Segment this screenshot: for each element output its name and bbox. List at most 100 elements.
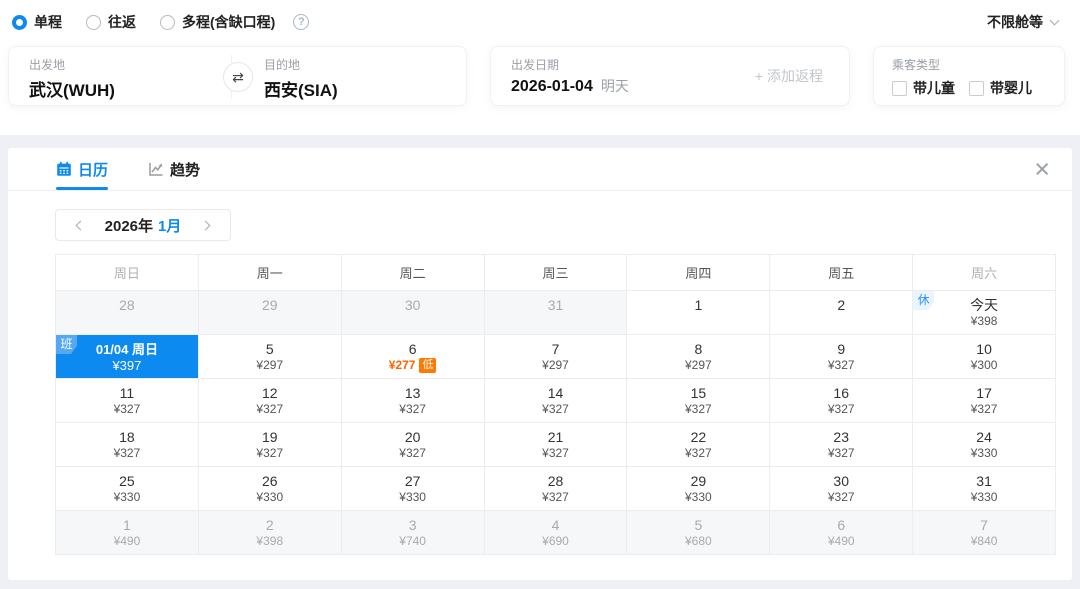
- prev-month-button[interactable]: [70, 218, 88, 233]
- day-number: 20: [404, 428, 421, 445]
- low-price-tag: 低: [419, 357, 437, 373]
- calendar-day-cell[interactable]: 20 ¥327: [341, 423, 485, 467]
- with-children-checkbox[interactable]: 带儿童: [892, 78, 955, 98]
- calendar-day-cell[interactable]: 23 ¥327: [770, 423, 914, 467]
- calendar-day-cell[interactable]: 休 今天 ¥398: [913, 291, 1056, 335]
- day-number: 31: [976, 472, 992, 489]
- day-number: 29: [261, 296, 278, 313]
- cabin-class-dropdown[interactable]: 不限舱等: [987, 12, 1060, 32]
- calendar-weekday-row: 周日 周一 周二 周三 周四 周五 周六: [56, 255, 1056, 291]
- with-children-label: 带儿童: [913, 80, 955, 96]
- day-price: ¥327: [399, 445, 426, 460]
- radio-unselected-icon: [86, 14, 101, 30]
- departure-date-value: 2026-01-04: [511, 78, 593, 95]
- calendar-day-cell[interactable]: 7 ¥297: [484, 335, 628, 379]
- day-number: 7: [980, 516, 988, 533]
- departure-label: 出发地: [29, 58, 66, 72]
- day-number: 1: [123, 516, 131, 533]
- calendar-day-cell[interactable]: 12 ¥327: [198, 379, 342, 423]
- departure-date-field[interactable]: 出发日期 2026-01-04 明天: [491, 47, 629, 105]
- calendar-day-cell[interactable]: 10 ¥300: [913, 335, 1056, 379]
- day-price: ¥327: [256, 445, 284, 460]
- day-number: 24: [976, 428, 992, 445]
- day-price: ¥398: [256, 533, 284, 548]
- calendar-day-cell[interactable]: 22 ¥327: [627, 423, 771, 467]
- day-number: 27: [404, 472, 421, 489]
- day-price: ¥327: [827, 489, 855, 504]
- calendar-day-cell[interactable]: 28: [56, 291, 199, 335]
- calendar-day-cell[interactable]: 4 ¥690: [484, 511, 628, 555]
- day-number: 31: [547, 296, 564, 313]
- calendar-day-cell[interactable]: 26 ¥330: [198, 467, 342, 511]
- calendar-day-cell[interactable]: 8 ¥297: [627, 335, 771, 379]
- radio-round-trip-label: 往返: [108, 14, 136, 30]
- tab-calendar[interactable]: 日历: [56, 148, 109, 190]
- day-price: ¥327: [827, 357, 855, 372]
- calendar-day-cell[interactable]: 29 ¥330: [627, 467, 771, 511]
- calendar-day-cell[interactable]: 9 ¥327: [770, 335, 914, 379]
- radio-one-way-label: 单程: [34, 14, 62, 30]
- day-price: ¥327: [399, 401, 426, 416]
- help-icon[interactable]: ?: [293, 14, 310, 30]
- calendar-day-cell[interactable]: 11 ¥327: [56, 379, 199, 423]
- date-card: 出发日期 2026-01-04 明天 + 添加返程: [490, 46, 850, 106]
- day-price: ¥277 低: [389, 357, 437, 373]
- calendar-day-cell[interactable]: 5 ¥297: [198, 335, 342, 379]
- calendar-day-cell[interactable]: 14 ¥327: [484, 379, 628, 423]
- calendar-day-cell[interactable]: 6 ¥490: [770, 511, 914, 555]
- checkbox-icon: [969, 80, 984, 96]
- calendar-day-cell[interactable]: 13 ¥327: [341, 379, 485, 423]
- calendar-day-cell[interactable]: 24 ¥330: [913, 423, 1056, 467]
- radio-round-trip[interactable]: 往返: [86, 12, 136, 32]
- radio-selected-icon: [12, 14, 27, 30]
- calendar-day-cell[interactable]: 2 ¥398: [198, 511, 342, 555]
- calendar-day-cell[interactable]: 25 ¥330: [56, 467, 199, 511]
- calendar-day-cell[interactable]: 7 ¥840: [913, 511, 1056, 555]
- calendar-day-cell[interactable]: 1 ¥490: [56, 511, 199, 555]
- tab-trend[interactable]: 趋势: [148, 148, 200, 190]
- radio-multi-city[interactable]: 多程(含缺口程): [160, 12, 275, 32]
- calendar-day-cell-selected[interactable]: 班 01/04 周日 ¥397: [56, 335, 199, 379]
- day-number: 28: [119, 296, 135, 313]
- calendar-day-cell[interactable]: 15 ¥327: [627, 379, 771, 423]
- calendar-day-cell[interactable]: 3 ¥740: [341, 511, 485, 555]
- day-price: ¥690: [542, 533, 569, 548]
- add-return-button[interactable]: + 添加返程: [754, 68, 823, 84]
- calendar-day-cell[interactable]: 5 ¥680: [627, 511, 771, 555]
- destination-field[interactable]: 目的地 西安(SIA): [232, 47, 466, 105]
- day-number: 6: [837, 516, 846, 533]
- calendar-day-cell[interactable]: 31 ¥330: [913, 467, 1056, 511]
- weekday-header: 周四: [627, 255, 771, 291]
- weekday-header: 周三: [484, 255, 628, 291]
- calendar-day-cell[interactable]: 29: [198, 291, 342, 335]
- results-area: 日历 趋势 × 2026年 1月: [0, 135, 1080, 589]
- day-price: ¥330: [113, 489, 141, 504]
- day-number: 3: [408, 516, 417, 533]
- day-price: ¥327: [542, 489, 569, 504]
- calendar-day-cell[interactable]: 18 ¥327: [56, 423, 199, 467]
- calendar-day-cell[interactable]: 2: [770, 291, 914, 335]
- calendar-day-cell[interactable]: 16 ¥327: [770, 379, 914, 423]
- next-month-button[interactable]: [198, 218, 216, 233]
- swap-cities-button[interactable]: ⇄: [223, 62, 253, 92]
- calendar-day-cell[interactable]: 6 ¥277 低: [341, 335, 485, 379]
- departure-date-label: 出发日期: [511, 58, 560, 72]
- with-infants-checkbox[interactable]: 带婴儿: [969, 78, 1032, 98]
- calendar-day-cell[interactable]: 28 ¥327: [484, 467, 628, 511]
- calendar-day-cell[interactable]: 17 ¥327: [913, 379, 1056, 423]
- calendar-day-cell[interactable]: 30: [341, 291, 485, 335]
- day-number: 1: [694, 296, 703, 313]
- calendar-day-cell[interactable]: 19 ¥327: [198, 423, 342, 467]
- departure-field[interactable]: 出发地 武汉(WUH): [9, 47, 231, 105]
- day-price: ¥327: [542, 445, 569, 460]
- with-infants-label: 带婴儿: [990, 80, 1032, 96]
- close-icon[interactable]: ×: [1034, 154, 1050, 184]
- radio-one-way[interactable]: 单程: [12, 12, 62, 32]
- calendar-day-cell[interactable]: 31: [484, 291, 628, 335]
- day-number: 17: [976, 384, 992, 401]
- price-calendar: 周日 周一 周二 周三 周四 周五 周六 28 29 30 31 1 2 休今天 ¥398 班 01/04 周…: [55, 254, 1056, 555]
- calendar-day-cell[interactable]: 27 ¥330: [341, 467, 485, 511]
- calendar-day-cell[interactable]: 21 ¥327: [484, 423, 628, 467]
- calendar-day-cell[interactable]: 30 ¥327: [770, 467, 914, 511]
- calendar-day-cell[interactable]: 1: [627, 291, 771, 335]
